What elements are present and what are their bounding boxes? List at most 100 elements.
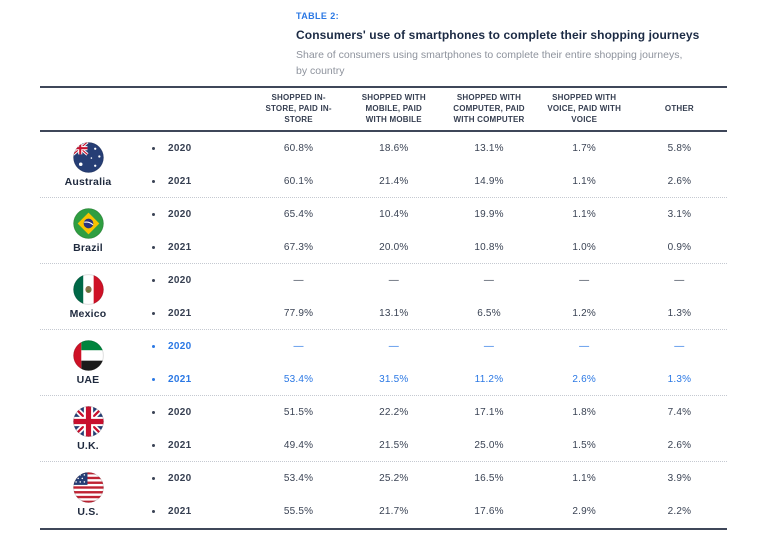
uae-flag-icon [72, 339, 104, 371]
value-cell-australia-2021-col1: 21.4% [379, 175, 409, 187]
year-label: 2020 [168, 275, 192, 287]
value-cell-uk-2020-col0: 51.5% [283, 407, 314, 419]
country-cell-mexico: Mexico [40, 273, 136, 320]
value-cell-brazil-2021-col2: 10.8% [474, 241, 504, 253]
year-cell-brazil-2020: 2020 [136, 209, 251, 220]
year-label: 2021 [168, 439, 192, 451]
bullet-icon [152, 510, 155, 514]
value-cell-mexico-2021-col1: 13.1% [379, 307, 409, 319]
country-cell-australia: Australia [40, 141, 136, 188]
value-cell-mexico-2021-col4: 1.3% [667, 307, 692, 319]
year-cell-brazil-2021: 2021 [136, 242, 251, 253]
value-cell-brazil-2020-col3: 1.1% [572, 209, 596, 221]
value-cell-us-2020-col0: 53.4% [283, 473, 314, 485]
value-cell-brazil-2020-col4: 3.1% [667, 209, 692, 221]
bullet-icon [152, 279, 155, 283]
value-cell-uae-2020-col3: — [579, 341, 590, 353]
value-cell-uae-2020-col1: — [388, 341, 399, 353]
bullet-icon [152, 311, 155, 315]
value-cell-mexico-2021-col0: 77.9% [283, 307, 314, 319]
value-cell-mexico-2020-col1: — [388, 275, 399, 287]
value-cell-australia-2020-col1: 18.6% [379, 143, 409, 155]
value-cell-brazil-2020-col1: 10.4% [379, 209, 409, 221]
page-title: Consumers' use of smartphones to complet… [296, 28, 700, 42]
year-cell-uk-2020: 2020 [136, 407, 251, 418]
value-cell-uae-2021-col3: 2.6% [572, 373, 596, 385]
year-label: 2020 [168, 143, 192, 155]
value-cell-us-2021-col4: 2.2% [667, 506, 692, 518]
column-header-other: OTHER [664, 103, 694, 113]
year-label: 2020 [168, 209, 192, 221]
table-header-row: SHOPPED IN-STORE, PAID IN-STORE SHOPPED … [40, 88, 727, 133]
year-label: 2021 [168, 175, 192, 187]
table-row-group-uk: U.K. 2020 51.5% 22.2% 17.1% 1.8% 7.4% 2021 49.4%… [40, 396, 727, 463]
bullet-icon [152, 443, 155, 447]
column-header-shopped-in-store: SHOPPED IN-STORE, PAID IN-STORE [265, 93, 332, 124]
value-cell-uk-2020-col3: 1.8% [572, 407, 596, 419]
country-name: U.K. [77, 439, 99, 452]
year-label: 2020 [168, 407, 192, 419]
value-cell-brazil-2021-col1: 20.0% [379, 241, 409, 253]
year-cell-uae-2020: 2020 [136, 341, 251, 352]
value-cell-brazil-2021-col4: 0.9% [667, 241, 692, 253]
value-cell-uae-2021-col0: 53.4% [283, 373, 314, 385]
value-cell-uae-2021-col1: 31.5% [379, 373, 409, 385]
value-cell-brazil-2021-col3: 1.0% [572, 241, 596, 253]
value-cell-us-2020-col4: 3.9% [667, 473, 692, 485]
value-cell-mexico-2020-col3: — [579, 275, 590, 287]
value-cell-australia-2021-col0: 60.1% [283, 175, 314, 187]
year-cell-australia-2020: 2020 [136, 143, 251, 154]
country-name: UAE [76, 373, 100, 386]
column-header-shopped-voice: SHOPPED WITH VOICE, PAID WITH VOICE [547, 93, 622, 124]
country-cell-uae: UAE [40, 339, 136, 386]
value-cell-brazil-2021-col0: 67.3% [283, 241, 314, 253]
year-label: 2021 [168, 241, 192, 253]
value-cell-uk-2021-col3: 1.5% [572, 439, 596, 451]
column-header-shopped-computer: SHOPPED WITH COMPUTER, PAID WITH COMPUTE… [453, 93, 525, 124]
value-cell-brazil-2020-col0: 65.4% [283, 209, 314, 221]
value-cell-uae-2020-col4: — [674, 341, 685, 353]
uk-flag-icon [72, 405, 104, 437]
value-cell-australia-2020-col4: 5.8% [667, 143, 692, 155]
year-cell-uae-2021: 2021 [136, 374, 251, 385]
value-cell-uk-2020-col2: 17.1% [474, 407, 504, 419]
bullet-icon [152, 377, 155, 381]
value-cell-uae-2020-col2: — [483, 341, 495, 353]
country-name: U.S. [77, 506, 99, 519]
value-cell-mexico-2021-col2: 6.5% [477, 307, 501, 319]
value-cell-mexico-2021-col3: 1.2% [572, 307, 596, 319]
country-name: Brazil [73, 241, 103, 254]
bullet-icon [152, 345, 155, 349]
bullet-icon [152, 147, 155, 151]
bullet-icon [152, 477, 155, 481]
value-cell-us-2021-col3: 2.9% [572, 506, 596, 518]
bullet-icon [152, 179, 155, 183]
table-row-group-brazil: Brazil 2020 65.4% 10.4% 19.9% 1.1% 3.1% 2021 67.… [40, 198, 727, 265]
year-label: 2021 [168, 307, 192, 319]
year-label: 2020 [168, 473, 192, 485]
table-row-group-australia: Australia 2020 60.8% 18.6% 13.1% 1.7% 5.8% 2021… [40, 132, 727, 199]
mexico-flag-icon [72, 273, 104, 305]
brazil-flag-icon [72, 207, 104, 239]
value-cell-mexico-2020-col2: — [483, 275, 495, 287]
value-cell-australia-2021-col3: 1.1% [572, 175, 596, 187]
year-cell-australia-2021: 2021 [136, 176, 251, 187]
value-cell-australia-2020-col2: 13.1% [474, 143, 504, 155]
value-cell-mexico-2020-col4: — [674, 275, 685, 287]
country-cell-us: U.S. [40, 472, 136, 518]
year-label: 2020 [168, 341, 192, 353]
value-cell-uk-2021-col2: 25.0% [474, 439, 504, 451]
value-cell-us-2021-col2: 17.6% [474, 506, 504, 518]
value-cell-us-2020-col2: 16.5% [474, 473, 504, 485]
value-cell-us-2021-col0: 55.5% [283, 506, 314, 518]
year-cell-uk-2021: 2021 [136, 440, 251, 451]
value-cell-us-2020-col3: 1.1% [572, 473, 596, 485]
page-subtitle: Share of consumers using smartphones to … [296, 49, 683, 78]
value-cell-brazil-2020-col2: 19.9% [474, 209, 504, 221]
country-cell-uk: U.K. [40, 405, 136, 452]
year-cell-mexico-2020: 2020 [136, 275, 251, 286]
value-cell-uk-2021-col4: 2.6% [667, 439, 692, 451]
value-cell-australia-2021-col2: 14.9% [474, 175, 504, 187]
us-flag-icon [72, 472, 104, 504]
country-name: Mexico [69, 307, 107, 320]
